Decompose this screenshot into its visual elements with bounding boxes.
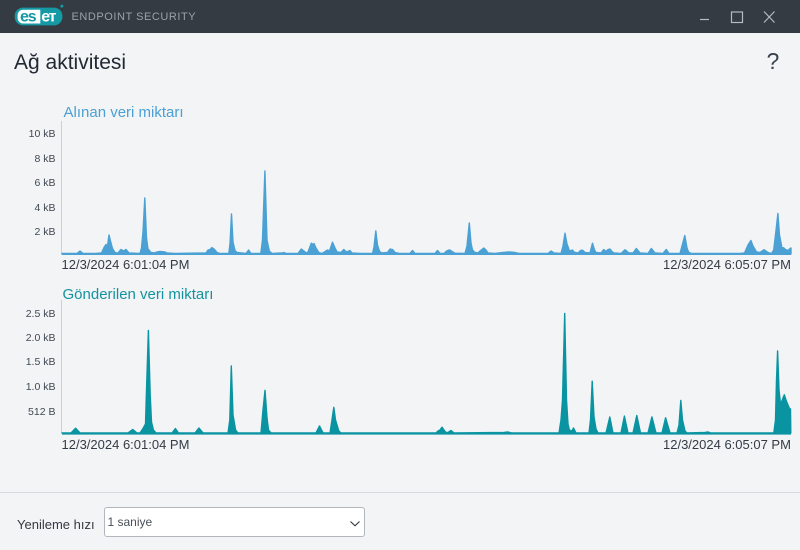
svg-text:es: es [20,9,37,26]
svg-text:ет: ет [41,9,56,26]
